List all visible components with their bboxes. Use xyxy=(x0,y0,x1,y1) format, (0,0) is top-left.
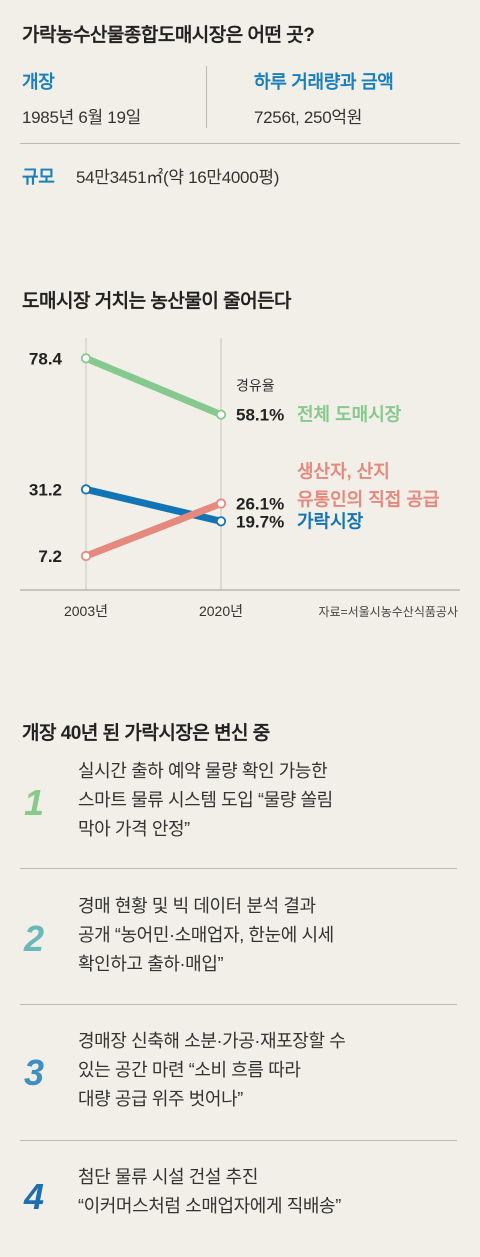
start-value-label: 7.2 xyxy=(38,547,62,566)
series-line xyxy=(82,485,225,525)
size-value: 54만3451㎡(약 16만4000평) xyxy=(76,168,280,187)
legend-header: 경유율 xyxy=(236,378,275,394)
info-title: 가락농수산물종합도매시장은 어떤 곳? xyxy=(22,25,315,46)
item-divider xyxy=(20,1004,457,1005)
opened-label: 개장 xyxy=(22,72,55,92)
item-line: 막아 가격 안정” xyxy=(78,819,190,839)
list-item: 실시간 출하 예약 물량 확인 가능한 스마트 물류 시스템 도입 “물량 쏠림… xyxy=(78,757,333,844)
series-name-label: 생산자, 산지 xyxy=(297,462,390,482)
item-line: 첨단 물류 시설 건설 추진 xyxy=(78,1167,259,1187)
data-point xyxy=(215,409,227,420)
item-line: 스마트 물류 시스템 도입 “물량 쏠림 xyxy=(78,790,333,810)
item-number: 2 xyxy=(24,918,45,959)
opened-value: 1985년 6월 19일 xyxy=(22,108,141,127)
item-number: 1 xyxy=(24,782,45,823)
data-point xyxy=(215,516,227,527)
item-line: “이커머스처럼 소매업자에게 직배송” xyxy=(78,1196,341,1216)
data-point xyxy=(215,498,227,509)
data-point xyxy=(80,353,92,364)
item-divider xyxy=(20,1140,457,1141)
series-name-label: 전체 도매시장 xyxy=(297,405,402,425)
series-name-label: 유통인의 직접 공급 xyxy=(297,490,439,510)
item-line: 경매 현황 및 빅 데이터 분석 결과 xyxy=(78,896,316,916)
item-line: 대량 공급 위주 벗어나” xyxy=(78,1089,243,1109)
item-number: 4 xyxy=(24,1176,45,1217)
daily-value: 7256t, 250억원 xyxy=(254,108,363,127)
source-note: 자료=서울시농수산식품공사 xyxy=(319,605,459,619)
start-value-label: 78.4 xyxy=(29,349,63,368)
series-line xyxy=(82,354,225,419)
list-item: 첨단 물류 시설 건설 추진 “이커머스처럼 소매업자에게 직배송” xyxy=(78,1163,341,1221)
item-line: 있는 공간 마련 “소비 흐름 따라 xyxy=(78,1060,301,1080)
data-point xyxy=(80,484,92,495)
item-line: 경매장 신축해 소분·가공·재포장할 수 xyxy=(78,1031,346,1051)
item-divider xyxy=(20,868,457,869)
daily-label: 하루 거래량과 금액 xyxy=(254,72,394,92)
data-point xyxy=(80,550,92,562)
list-item: 경매장 신축해 소분·가공·재포장할 수 있는 공간 마련 “소비 흐름 따라 … xyxy=(78,1027,346,1114)
end-value-label: 19.7% xyxy=(236,512,284,531)
x-tick-label: 2003년 xyxy=(64,603,108,619)
item-number: 3 xyxy=(24,1052,45,1093)
chart-title: 도매시장 거치는 농산물이 줄어든다 xyxy=(22,291,292,312)
list-item: 경매 현황 및 빅 데이터 분석 결과 공개 “농어민·소매업자, 한눈에 시세… xyxy=(78,892,334,979)
line-chart: 2003년 2020년 자료=서울시농수산식품공사 경유율 78.4 58.1% 전체 도매… xyxy=(20,338,460,619)
x-tick-label: 2020년 xyxy=(199,603,243,619)
series-line xyxy=(82,500,225,560)
end-value-label: 58.1% xyxy=(236,406,284,425)
item-line: 실시간 출하 예약 물량 확인 가능한 xyxy=(78,761,328,781)
start-value-label: 31.2 xyxy=(29,480,62,499)
series-name-label: 가락시장 xyxy=(297,511,364,531)
info-divider-vertical xyxy=(206,66,207,128)
info-divider xyxy=(20,143,460,144)
size-label: 규모 xyxy=(22,167,55,187)
changes-title: 개장 40년 된 가락시장은 변신 중 xyxy=(22,723,270,744)
end-value-label: 26.1% xyxy=(236,495,284,514)
item-line: 공개 “농어민·소매업자, 한눈에 시세 xyxy=(78,925,334,945)
item-line: 확인하고 출하·매입” xyxy=(78,954,224,974)
